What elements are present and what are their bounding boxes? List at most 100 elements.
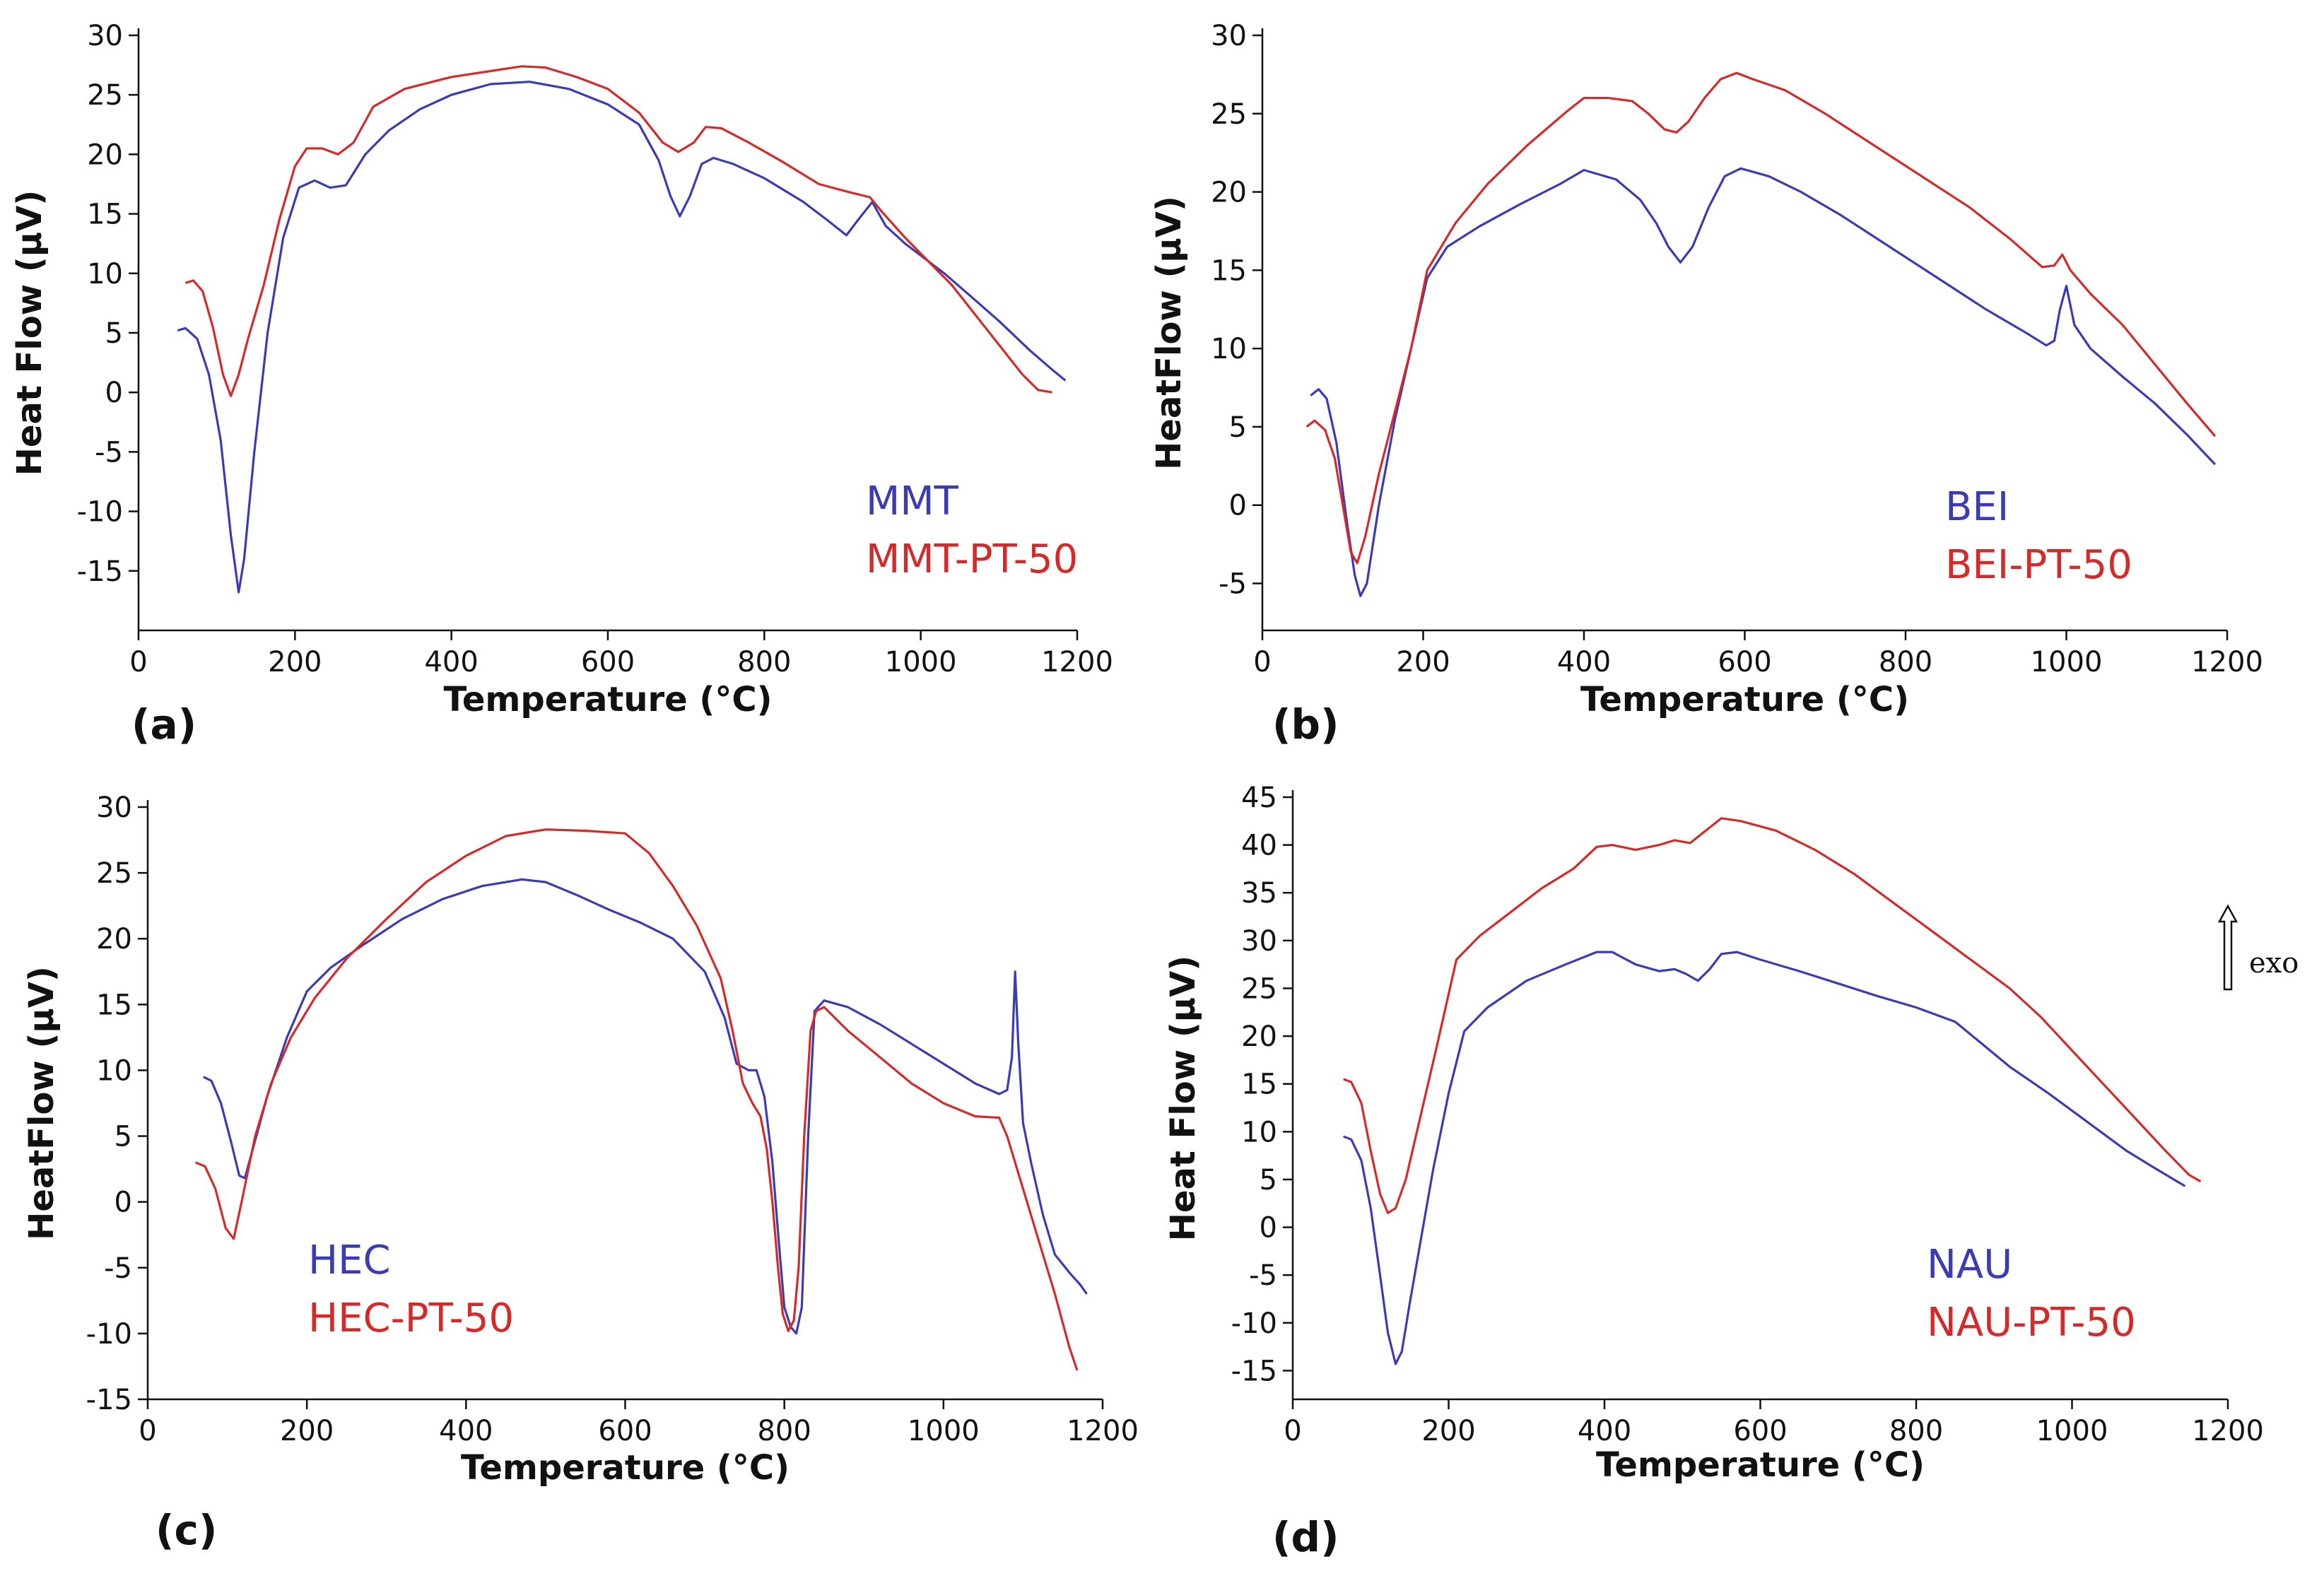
y-tick-label: -15 [1231,1355,1277,1387]
x-tick-label: 1000 [885,646,957,678]
x-tick-label: 800 [757,1415,811,1447]
y-tick-label: 20 [96,923,132,955]
x-tick-label: 800 [737,646,791,678]
series-line-mmt [177,81,1067,594]
y-axis-title: HeatFlow (μV) [22,966,61,1240]
x-tick-label: 0 [139,1415,156,1447]
x-tick-label: 400 [1557,646,1611,678]
y-tick-label: 10 [1241,1116,1277,1148]
y-tick-label: 0 [115,1187,132,1219]
x-tick-label: 0 [129,646,147,678]
y-tick-label: 20 [1211,177,1247,209]
y-tick-label: 5 [115,1121,132,1153]
x-axis-title: Temperature (°C) [1596,1445,1925,1485]
panel-label: (b) [1272,700,1339,748]
x-tick-label: 1200 [1067,1415,1139,1447]
x-tick-label: 600 [581,646,635,678]
x-tick-label: 400 [439,1415,493,1447]
series-line-nau-pt-50 [1343,817,2202,1214]
y-tick-label: 15 [1241,1069,1277,1101]
chart-panel-1: 0 200 400 600 800 1000 1200 -15 -10 -5 0 5 10 15 20 25 3… [10,20,1113,748]
y-tick-label: 0 [1229,490,1247,522]
series-line-bei-pt-50 [1305,71,2217,565]
y-tick-label: 5 [105,317,123,350]
y-tick-label: 20 [87,139,123,171]
x-tick-label: 1200 [1041,646,1113,678]
y-tick-label: 25 [96,857,132,890]
y-tick-label: 35 [1241,877,1277,910]
chart-panel-2: 0 200 400 600 800 1000 1200 -5 0 5 10 15 20 25 30 Tempe… [1149,20,2263,748]
y-axis-title: Heat Flow (μV) [10,190,49,476]
x-tick-label: 0 [1253,646,1271,678]
y-tick-label: -10 [77,496,123,529]
exo-arrow-icon [2217,904,2238,991]
x-tick-label: 200 [1396,646,1450,678]
y-tick-label: -5 [1219,568,1247,601]
legend-entry: HEC-PT-50 [308,1295,514,1341]
y-tick-label: 15 [1211,254,1247,287]
y-tick-label: 5 [1229,411,1247,444]
y-tick-label: 40 [1241,830,1277,862]
y-tick-label: -10 [86,1318,132,1351]
x-tick-label: 200 [280,1415,334,1447]
chart-panel-4: 0 200 400 600 800 1000 1200 -15 -10 -5 0 5 10 15 20 25 3… [1163,782,2299,1561]
chart-panel-3: 0 200 400 600 800 1000 1200 -15 -10 -5 0 5 10 15 20 25 3… [22,792,1139,1554]
y-tick-label: 20 [1241,1021,1277,1053]
y-tick-label: -5 [1249,1259,1277,1292]
y-tick-label: -10 [1231,1307,1277,1340]
x-tick-label: 400 [424,646,478,678]
x-tick-label: 800 [1889,1415,1943,1447]
panel-label: (c) [155,1506,217,1554]
x-tick-label: 1200 [2192,1415,2264,1447]
y-tick-label: -5 [104,1252,132,1285]
x-tick-label: 800 [1879,646,1932,678]
x-tick-label: 600 [1718,646,1771,678]
x-tick-label: 200 [268,646,322,678]
x-tick-label: 1000 [2031,646,2103,678]
series-line-mmt-pt-50 [184,65,1052,397]
x-axis-title: Temperature (°C) [1580,680,1909,719]
legend-entry: NAU [1927,1242,2012,1288]
y-tick-label: 0 [105,377,123,409]
panel-label: (a) [131,700,196,748]
panel-label: (d) [1272,1513,1339,1561]
y-tick-label: 30 [87,20,123,52]
y-tick-label: -15 [86,1384,132,1416]
y-tick-label: 15 [96,989,132,1021]
exo-annotation: exo [2249,947,2299,980]
y-tick-label: 10 [87,258,123,290]
y-tick-label: 10 [96,1054,132,1087]
y-tick-label: 30 [96,792,132,824]
x-tick-label: 200 [1421,1415,1475,1447]
legend-entry: HEC [308,1237,391,1283]
x-tick-label: 1000 [908,1415,980,1447]
x-tick-label: 1200 [2191,646,2263,678]
x-tick-label: 600 [598,1415,652,1447]
legend-entry: BEI [1945,484,2009,530]
x-axis-title: Temperature (°C) [443,680,772,719]
y-tick-label: 0 [1260,1212,1277,1245]
series-line-bei [1310,167,2217,597]
y-tick-label: 25 [1241,972,1277,1005]
x-tick-label: 400 [1578,1415,1631,1447]
legend-entry: BEI-PT-50 [1945,542,2132,588]
x-tick-label: 600 [1733,1415,1787,1447]
y-tick-label: -15 [77,555,123,588]
legend-entry: MMT-PT-50 [866,536,1078,582]
y-tick-label: 25 [1211,98,1247,131]
y-axis-title: Heat Flow (μV) [1163,955,1203,1241]
legend-entry: NAU-PT-50 [1927,1300,2136,1346]
y-tick-label: 30 [1211,20,1247,52]
series-line-nau [1343,951,2186,1365]
series-line-hec-pt-50 [194,828,1079,1371]
y-tick-label: 25 [87,79,123,112]
x-tick-label: 1000 [2036,1415,2108,1447]
legend-entry: MMT [866,478,959,524]
series-line-hec [203,878,1088,1335]
x-tick-label: 0 [1284,1415,1301,1447]
y-tick-label: 15 [87,199,123,231]
y-tick-label: 5 [1260,1164,1277,1196]
y-axis-title: HeatFlow (μV) [1149,196,1189,470]
y-tick-label: 30 [1241,925,1277,958]
